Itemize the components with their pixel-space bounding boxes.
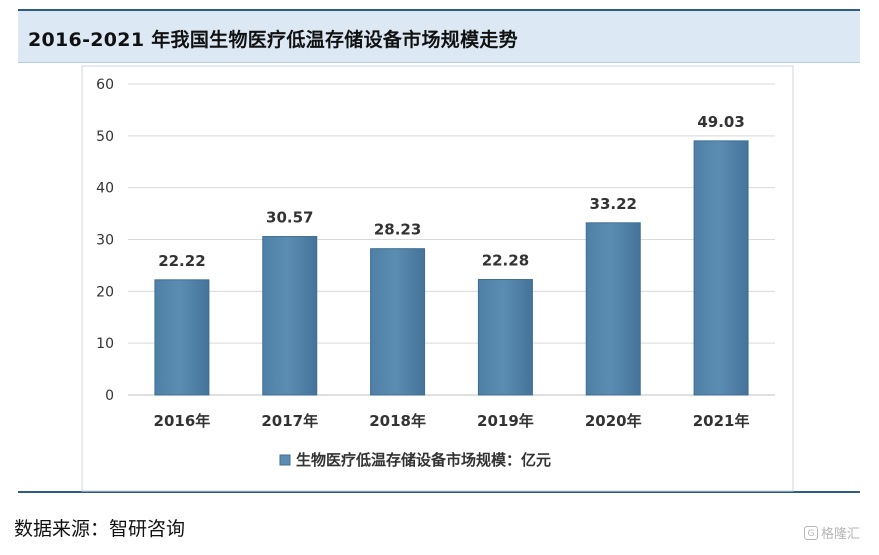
y-axis: 0 10 20 30 40 50 60 xyxy=(96,77,114,404)
source-note: 数据来源：智研咨询 xyxy=(14,518,186,540)
y-tick-label: 0 xyxy=(105,388,114,404)
data-label: 49.03 xyxy=(697,113,744,131)
data-label: 30.57 xyxy=(266,209,313,227)
chart-title: 2016-2021 年我国生物医疗低温存储设备市场规模走势 xyxy=(28,29,518,51)
x-tick-label: 2020年 xyxy=(585,412,642,430)
data-labels: 22.22 30.57 28.23 22.28 33.22 49.03 xyxy=(158,113,745,270)
gridlines xyxy=(128,83,775,396)
bar xyxy=(370,248,426,396)
y-tick-label: 20 xyxy=(96,284,114,300)
bar xyxy=(693,140,749,396)
y-tick-label: 50 xyxy=(96,129,114,145)
data-label: 22.22 xyxy=(158,252,205,270)
bar xyxy=(585,222,641,396)
bars xyxy=(154,140,749,396)
data-label: 33.22 xyxy=(590,195,637,213)
x-tick-label: 2016年 xyxy=(154,412,211,430)
y-tick-label: 10 xyxy=(96,336,114,352)
x-tick-label: 2019年 xyxy=(477,412,534,430)
bar xyxy=(262,236,318,396)
bar xyxy=(154,279,210,396)
title-bar: 2016-2021 年我国生物医疗低温存储设备市场规模走势 xyxy=(18,11,860,63)
legend-label: 生物医疗低温存储设备市场规模：亿元 xyxy=(296,451,551,469)
y-tick-label: 60 xyxy=(96,77,114,93)
plot-frame xyxy=(81,65,794,492)
x-axis: 2016年 2017年 2018年 2019年 2020年 2021年 xyxy=(154,412,750,430)
bar xyxy=(477,279,533,396)
watermark: G 格隆汇 xyxy=(804,523,860,542)
chart-panel: 2016-2021 年我国生物医疗低温存储设备市场规模走势 xyxy=(18,9,860,493)
data-label: 22.28 xyxy=(482,252,529,270)
x-tick-label: 2017年 xyxy=(261,412,318,430)
legend-swatch xyxy=(279,454,291,466)
legend: 生物医疗低温存储设备市场规模：亿元 xyxy=(279,451,551,469)
watermark-logo-icon: G xyxy=(804,525,818,540)
watermark-text: 格隆汇 xyxy=(821,527,861,542)
x-tick-label: 2021年 xyxy=(693,412,750,430)
x-tick-label: 2018年 xyxy=(369,412,426,430)
y-tick-label: 30 xyxy=(96,233,114,249)
data-label: 28.23 xyxy=(374,221,421,239)
y-tick-label: 40 xyxy=(96,181,114,197)
